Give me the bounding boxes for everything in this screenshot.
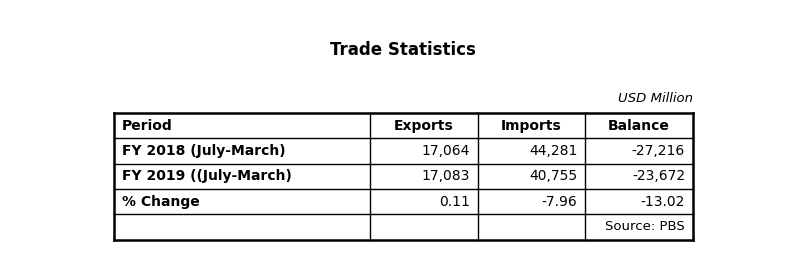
Text: FY 2019 ((July-March): FY 2019 ((July-March) (121, 169, 291, 183)
Text: FY 2018 (July-March): FY 2018 (July-March) (121, 144, 285, 158)
Text: 17,083: 17,083 (421, 169, 470, 183)
Text: -27,216: -27,216 (632, 144, 685, 158)
Text: -7.96: -7.96 (541, 195, 578, 209)
Text: USD Million: USD Million (618, 92, 693, 105)
Text: Balance: Balance (608, 119, 670, 133)
Text: % Change: % Change (121, 195, 199, 209)
Text: Trade Statistics: Trade Statistics (331, 41, 476, 59)
Text: 17,064: 17,064 (421, 144, 470, 158)
Text: Imports: Imports (501, 119, 562, 133)
Text: 0.11: 0.11 (439, 195, 470, 209)
Text: 40,755: 40,755 (530, 169, 578, 183)
Text: Period: Period (121, 119, 172, 133)
Text: Source: PBS: Source: PBS (605, 221, 685, 233)
Text: 44,281: 44,281 (529, 144, 578, 158)
Text: Exports: Exports (394, 119, 453, 133)
Text: -13.02: -13.02 (641, 195, 685, 209)
Text: -23,672: -23,672 (632, 169, 685, 183)
